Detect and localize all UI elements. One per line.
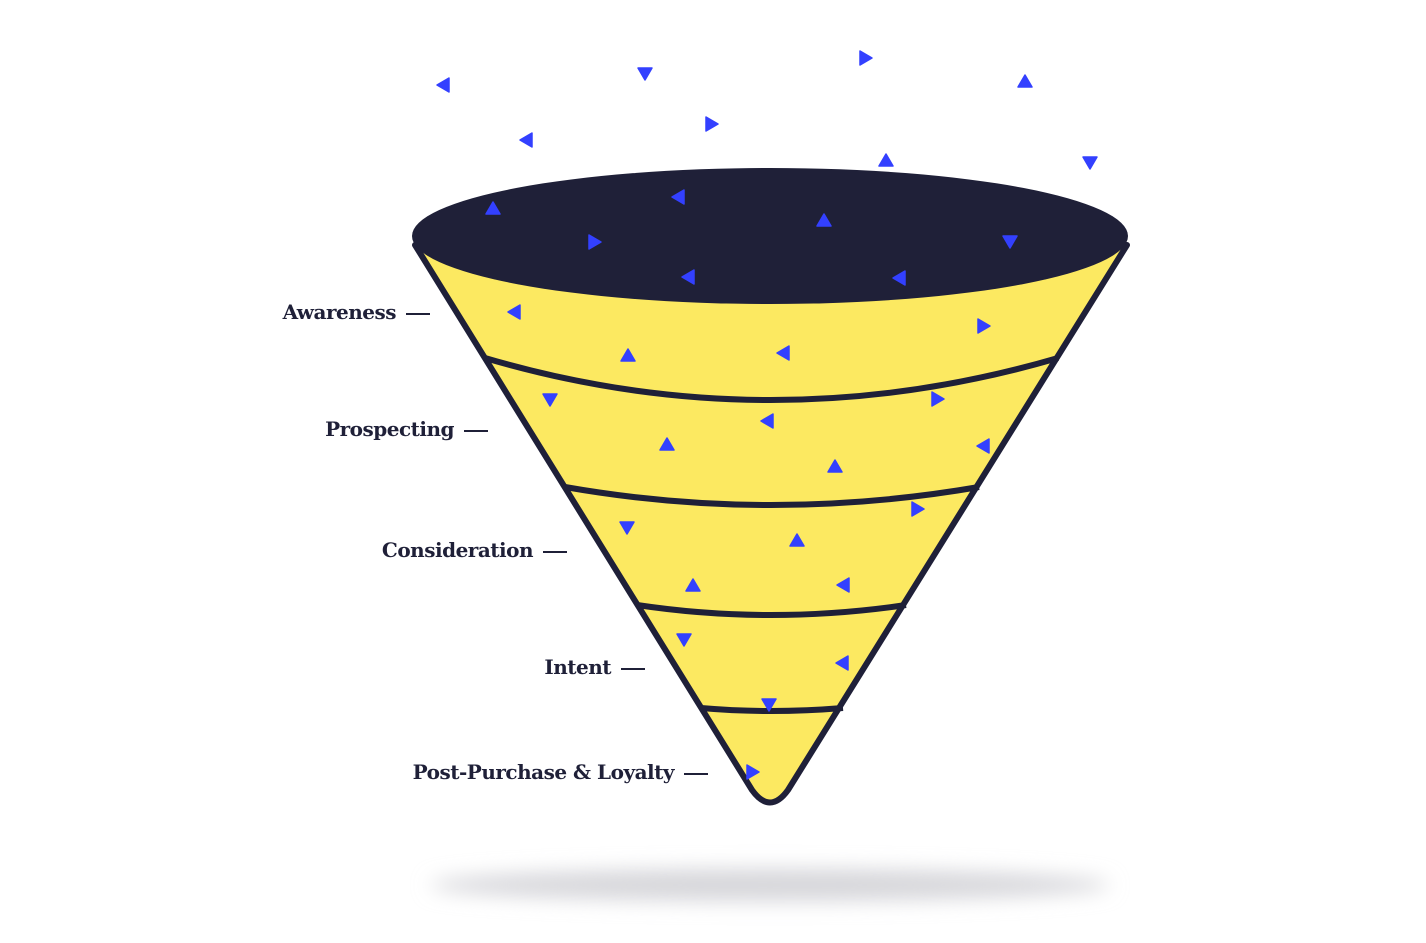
triangle-icon bbox=[859, 50, 873, 66]
band-divider-3 bbox=[636, 602, 907, 618]
stage-label-text: Prospecting bbox=[325, 417, 454, 441]
band-divider-1 bbox=[484, 355, 1059, 403]
triangle-icon bbox=[827, 459, 843, 473]
stage-label-text: Consideration bbox=[381, 538, 534, 562]
triangle-icon bbox=[588, 234, 602, 250]
triangle-icon bbox=[671, 189, 685, 205]
triangle-icon bbox=[976, 438, 990, 454]
triangle-icon bbox=[685, 578, 701, 592]
triangle-icon bbox=[681, 269, 695, 285]
funnel-opening bbox=[412, 168, 1128, 304]
stage-label-prospecting: Prospecting bbox=[325, 417, 488, 441]
funnel-shadow bbox=[430, 869, 1110, 901]
triangle-icon bbox=[977, 318, 991, 334]
stage-label-text: Intent bbox=[544, 655, 611, 679]
triangle-icon bbox=[911, 501, 925, 517]
label-dash bbox=[684, 772, 708, 775]
triangle-icon bbox=[835, 655, 849, 671]
triangle-icon bbox=[507, 304, 521, 320]
triangle-icon bbox=[746, 764, 760, 780]
particles bbox=[436, 50, 1098, 780]
label-dash bbox=[543, 550, 567, 553]
band-divider-2 bbox=[564, 484, 980, 508]
triangle-icon bbox=[620, 348, 636, 362]
triangle-icon bbox=[878, 153, 894, 167]
triangle-icon bbox=[1017, 74, 1033, 88]
triangle-icon bbox=[836, 577, 850, 593]
band-divider-4 bbox=[700, 705, 844, 714]
triangle-icon bbox=[542, 393, 558, 407]
triangle-icon bbox=[619, 521, 635, 535]
triangle-icon bbox=[676, 633, 692, 647]
funnel-body bbox=[412, 242, 1130, 806]
label-dash bbox=[621, 667, 645, 670]
triangle-icon bbox=[760, 413, 774, 429]
triangle-icon bbox=[659, 437, 675, 451]
stage-label-post-purchase-loyalty: Post-Purchase & Loyalty bbox=[413, 760, 708, 784]
triangle-icon bbox=[637, 67, 653, 81]
label-dash bbox=[464, 429, 488, 432]
triangle-icon bbox=[485, 201, 501, 215]
triangle-icon bbox=[519, 132, 533, 148]
stage-label-text: Post-Purchase & Loyalty bbox=[412, 760, 675, 784]
triangle-icon bbox=[776, 345, 790, 361]
triangle-icon bbox=[892, 270, 906, 286]
label-dash bbox=[406, 312, 430, 315]
triangle-icon bbox=[761, 698, 777, 712]
triangle-icon bbox=[816, 213, 832, 227]
stage-label-consideration: Consideration bbox=[382, 538, 567, 562]
triangle-icon bbox=[931, 391, 945, 407]
stage-label-awareness: Awareness bbox=[283, 300, 430, 324]
triangle-icon bbox=[436, 77, 450, 93]
triangle-icon bbox=[789, 533, 805, 547]
stage-label-intent: Intent bbox=[544, 655, 645, 679]
stage-label-text: Awareness bbox=[282, 300, 397, 324]
triangle-icon bbox=[705, 116, 719, 132]
triangle-icon bbox=[1082, 156, 1098, 170]
triangle-icon bbox=[1002, 235, 1018, 249]
